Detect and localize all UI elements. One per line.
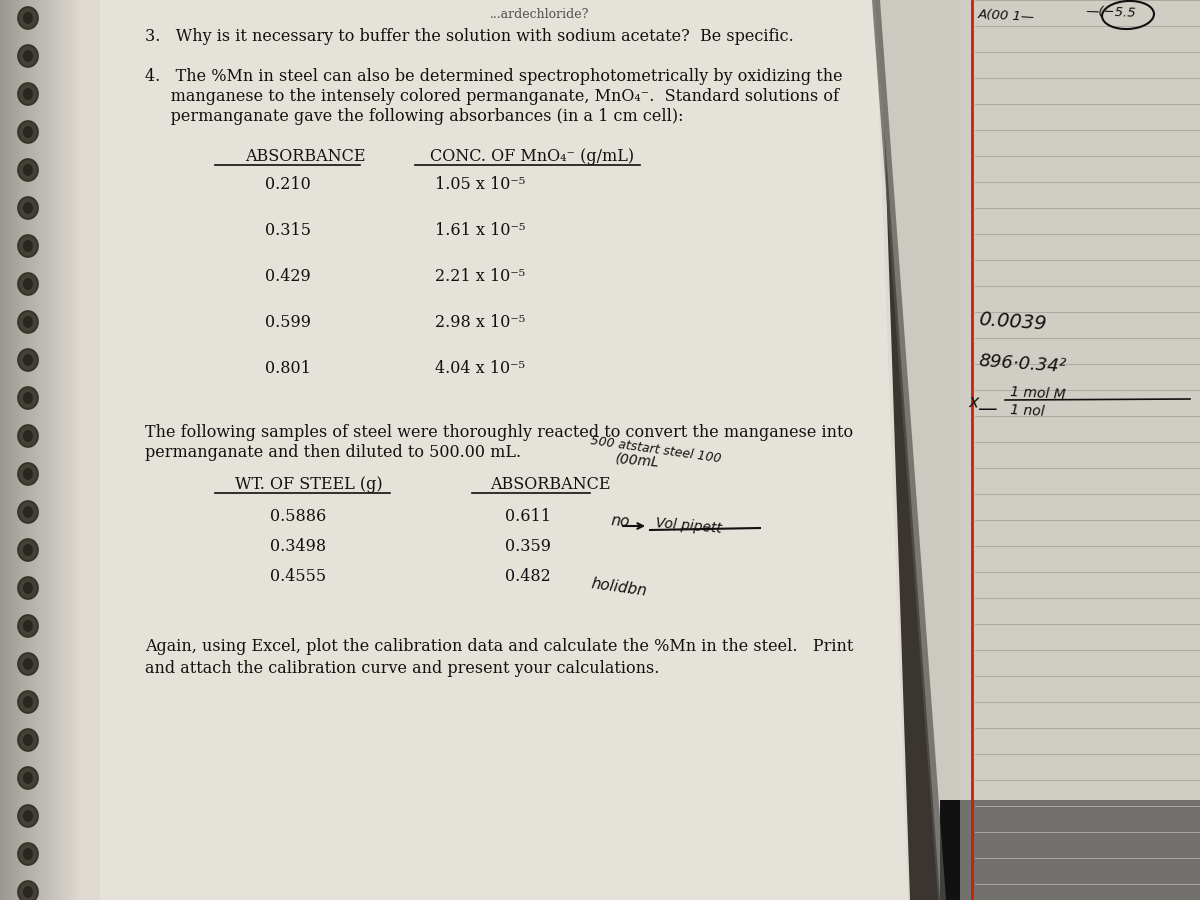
Text: permanganate gave the following absorbances (in a 1 cm cell):: permanganate gave the following absorban… <box>145 108 684 125</box>
Text: The following samples of steel were thoroughly reacted to convert the manganese : The following samples of steel were thor… <box>145 424 853 441</box>
Ellipse shape <box>23 582 34 594</box>
Text: 500 atstart steel 100: 500 atstart steel 100 <box>590 434 722 465</box>
Text: 0.3498: 0.3498 <box>270 538 326 555</box>
Ellipse shape <box>23 810 34 822</box>
Text: 1.05 x 10⁻⁵: 1.05 x 10⁻⁵ <box>436 176 526 193</box>
Ellipse shape <box>18 539 38 561</box>
Text: 0.315: 0.315 <box>265 222 311 239</box>
Text: 0.801: 0.801 <box>265 360 311 377</box>
Ellipse shape <box>23 506 34 518</box>
Ellipse shape <box>23 126 34 138</box>
Text: ABSORBANCE: ABSORBANCE <box>245 148 366 165</box>
Ellipse shape <box>23 354 34 366</box>
Text: 1 mol M: 1 mol M <box>1010 385 1066 402</box>
Ellipse shape <box>18 615 38 637</box>
Ellipse shape <box>23 734 34 746</box>
Ellipse shape <box>23 202 34 214</box>
Ellipse shape <box>23 278 34 290</box>
Ellipse shape <box>23 886 34 898</box>
Ellipse shape <box>18 501 38 523</box>
Ellipse shape <box>23 468 34 480</box>
Text: 1.61 x 10⁻⁵: 1.61 x 10⁻⁵ <box>436 222 526 239</box>
Ellipse shape <box>18 691 38 713</box>
Text: 0.4555: 0.4555 <box>270 568 326 585</box>
Text: 2.21 x 10⁻⁵: 2.21 x 10⁻⁵ <box>436 268 526 285</box>
Text: ABSORBANCE: ABSORBANCE <box>490 476 611 493</box>
Ellipse shape <box>18 653 38 675</box>
Text: (00mL: (00mL <box>616 452 660 470</box>
Ellipse shape <box>23 620 34 632</box>
Ellipse shape <box>18 767 38 789</box>
Text: 0.482: 0.482 <box>505 568 551 585</box>
Ellipse shape <box>18 881 38 900</box>
Ellipse shape <box>18 235 38 257</box>
Text: holidbn: holidbn <box>590 576 648 598</box>
Text: 0.359: 0.359 <box>505 538 551 555</box>
Text: 3.   Why is it necessary to buffer the solution with sodium acetate?  Be specifi: 3. Why is it necessary to buffer the sol… <box>145 28 793 45</box>
Text: manganese to the intensely colored permanganate, MnO₄⁻.  Standard solutions of: manganese to the intensely colored perma… <box>145 88 839 105</box>
Ellipse shape <box>23 544 34 556</box>
Ellipse shape <box>18 273 38 295</box>
Text: 0.599: 0.599 <box>265 314 311 331</box>
Ellipse shape <box>18 121 38 143</box>
Ellipse shape <box>18 311 38 333</box>
Text: —(−5.5: —(−5.5 <box>1085 5 1136 20</box>
Ellipse shape <box>23 848 34 860</box>
Ellipse shape <box>18 843 38 865</box>
Ellipse shape <box>23 240 34 252</box>
Text: 4.04 x 10⁻⁵: 4.04 x 10⁻⁵ <box>436 360 526 377</box>
Ellipse shape <box>23 696 34 708</box>
Ellipse shape <box>18 45 38 67</box>
Ellipse shape <box>23 88 34 100</box>
Polygon shape <box>872 0 946 900</box>
Ellipse shape <box>23 430 34 442</box>
Ellipse shape <box>18 463 38 485</box>
Ellipse shape <box>23 12 34 24</box>
Text: 0.5886: 0.5886 <box>270 508 326 525</box>
Text: 2.98 x 10⁻⁵: 2.98 x 10⁻⁵ <box>436 314 526 331</box>
Ellipse shape <box>23 316 34 328</box>
Text: A(00 1—: A(00 1— <box>978 8 1036 24</box>
Polygon shape <box>875 0 1200 900</box>
Text: 1 nol: 1 nol <box>1010 403 1045 418</box>
Text: —: — <box>978 400 997 419</box>
Ellipse shape <box>23 772 34 784</box>
Polygon shape <box>0 0 910 900</box>
Ellipse shape <box>18 387 38 409</box>
Bar <box>940 800 1200 900</box>
Text: Vol pipett: Vol pipett <box>655 516 722 536</box>
Ellipse shape <box>23 164 34 176</box>
Text: 0.429: 0.429 <box>265 268 311 285</box>
Text: x: x <box>968 393 979 411</box>
Text: no: no <box>610 513 630 529</box>
Ellipse shape <box>18 425 38 447</box>
Text: permanganate and then diluted to 500.00 mL.: permanganate and then diluted to 500.00 … <box>145 444 521 461</box>
Ellipse shape <box>18 577 38 599</box>
Ellipse shape <box>23 658 34 670</box>
Text: 4.   The %Mn in steel can also be determined spectrophotometrically by oxidizing: 4. The %Mn in steel can also be determin… <box>145 68 842 85</box>
Polygon shape <box>100 0 908 900</box>
Ellipse shape <box>18 729 38 751</box>
Text: 0.611: 0.611 <box>505 508 551 525</box>
Text: CONC. OF MnO₄⁻ (g/mL): CONC. OF MnO₄⁻ (g/mL) <box>430 148 634 165</box>
Ellipse shape <box>18 805 38 827</box>
Ellipse shape <box>18 159 38 181</box>
Text: 0.0039: 0.0039 <box>978 310 1048 334</box>
Ellipse shape <box>18 7 38 29</box>
Text: ...ardechloride?: ...ardechloride? <box>490 8 589 21</box>
Polygon shape <box>960 0 1200 900</box>
Text: 0.210: 0.210 <box>265 176 311 193</box>
Ellipse shape <box>18 349 38 371</box>
Text: Again, using Excel, plot the calibration data and calculate the %Mn in the steel: Again, using Excel, plot the calibration… <box>145 638 853 655</box>
Text: 896·0.34²: 896·0.34² <box>978 352 1067 376</box>
Text: WT. OF STEEL (g): WT. OF STEEL (g) <box>235 476 383 493</box>
Text: and attach the calibration curve and present your calculations.: and attach the calibration curve and pre… <box>145 660 659 677</box>
Ellipse shape <box>23 392 34 404</box>
Ellipse shape <box>23 50 34 62</box>
Ellipse shape <box>18 197 38 219</box>
Ellipse shape <box>18 83 38 105</box>
